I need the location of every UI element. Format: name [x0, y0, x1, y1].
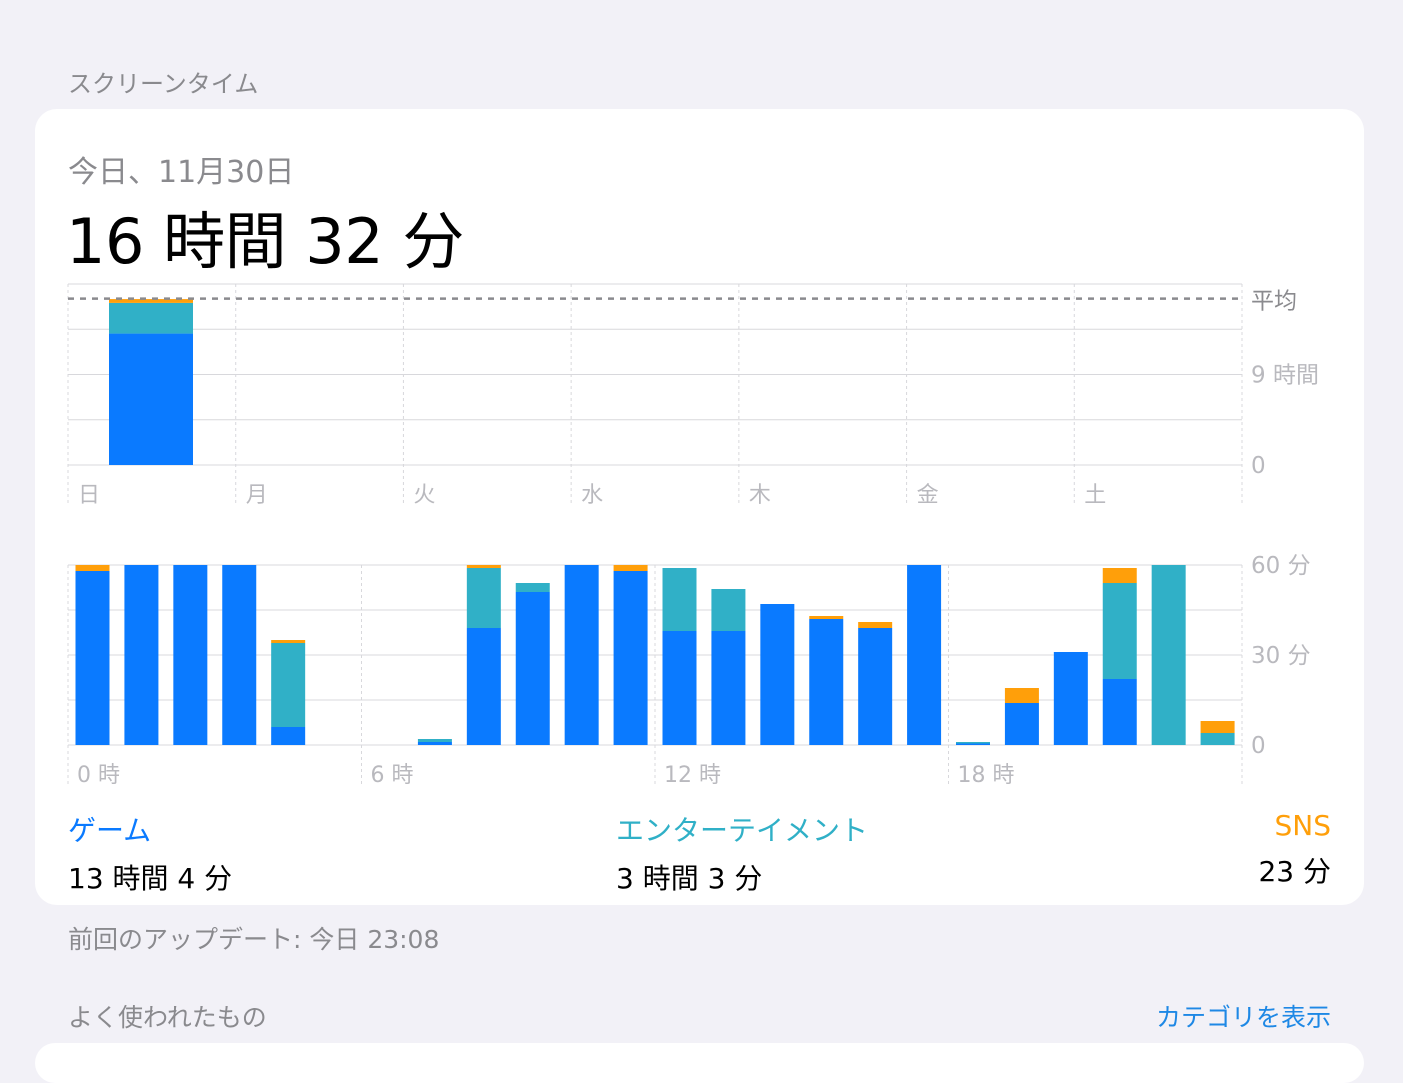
hourly-bar-16-0 [858, 628, 893, 745]
hourly-bar-0-0 [75, 571, 110, 745]
weekly-bar-0-2 [109, 299, 193, 303]
hourly-bar-8-1 [466, 568, 501, 628]
weekly-bar-0-1 [109, 302, 193, 334]
legend-game-name: ゲーム [68, 814, 152, 847]
legend-sns: SNS 23 分 [1258, 809, 1331, 890]
hourly-bar-22-1 [1151, 565, 1186, 745]
hourly-bar-23-2 [1200, 721, 1235, 733]
hourly-bar-9-0 [515, 592, 550, 745]
section-title: スクリーンタイム [68, 70, 259, 98]
hourly-bar-11-2 [613, 565, 648, 571]
weekly-day-label: 月 [246, 483, 268, 508]
legend-sns-name: SNS [1274, 809, 1332, 842]
hourly-bar-11-0 [613, 571, 648, 745]
hourly-bar-19-2 [1004, 688, 1039, 703]
hourly-bar-23-1 [1200, 733, 1235, 745]
weekly-day-label: 水 [581, 483, 603, 508]
hourly-bar-10-0 [564, 565, 599, 745]
hourly-xtick-label: 18 時 [958, 763, 1015, 788]
hourly-bar-13-0 [711, 631, 746, 745]
weekly-day-label: 土 [1084, 483, 1106, 508]
most-used-title: よく使われたもの [68, 1003, 267, 1032]
date-label: 今日、11月30日 [68, 155, 295, 190]
hourly-bar-4-1 [271, 643, 306, 727]
hourly-bar-4-2 [271, 640, 306, 643]
hourly-xtick-label: 6 時 [371, 763, 414, 788]
hourly-bar-14-0 [760, 604, 795, 745]
hourly-bar-7-0 [417, 742, 452, 745]
hourly-bar-21-1 [1102, 583, 1137, 679]
legend-game-value: 13 時間 4 分 [68, 862, 233, 895]
legend-entertainment-name: エンターテイメント [616, 814, 869, 847]
legend-game: ゲーム 13 時間 4 分 [68, 809, 232, 897]
weekly-day-label: 日 [78, 483, 100, 508]
total-time: 16 時間 32 分 [66, 205, 464, 278]
hourly-bar-2-0 [173, 565, 208, 745]
hourly-bar-7-1 [417, 739, 452, 742]
hourly-ytick-label: 0 [1251, 733, 1266, 759]
show-categories-link[interactable]: カテゴリを表示 [1155, 1003, 1331, 1032]
hourly-bar-13-1 [711, 589, 746, 631]
hourly-bar-12-1 [662, 568, 697, 631]
weekly-bar-0-0 [109, 333, 193, 465]
hourly-bar-3-0 [222, 565, 257, 745]
hourly-bar-12-0 [662, 631, 697, 745]
weekly-ytick-label: 9 時間 [1251, 363, 1319, 389]
screen-time-charts: 日 月 火 水 木 金 土 平均 0 9 時間 0 時 6 時 12 時 18 時 0 30 分 60 分 [67, 283, 1319, 788]
hourly-bar-1-0 [124, 565, 159, 745]
weekly-day-label: 金 [917, 483, 939, 508]
hourly-bar-9-1 [515, 583, 550, 592]
legend-sns-value: 23 分 [1258, 855, 1331, 888]
most-used-card[interactable] [35, 1043, 1364, 1083]
screen-time-card[interactable]: 今日、11月30日 16 時間 32 分 日 月 火 水 木 金 土 平均 0 9 時間 0 時 6 … [35, 109, 1364, 905]
weekly-day-label: 火 [413, 483, 435, 508]
hourly-bar-17-0 [907, 565, 942, 745]
hourly-bar-20-0 [1053, 652, 1088, 745]
hourly-bar-8-2 [466, 565, 501, 568]
hourly-bar-21-0 [1102, 679, 1137, 745]
hourly-bar-18-1 [956, 742, 990, 744]
hourly-bar-8-0 [466, 628, 501, 745]
hourly-xtick-label: 12 時 [664, 763, 721, 788]
hourly-bar-18-0 [956, 743, 990, 745]
hourly-bar-4-0 [271, 727, 306, 745]
hourly-xtick-label: 0 時 [77, 763, 120, 788]
legend-entertainment-value: 3 時間 3 分 [616, 862, 763, 895]
hourly-bar-15-2 [809, 616, 844, 619]
hourly-bar-21-2 [1102, 568, 1137, 583]
hourly-bar-19-0 [1004, 703, 1039, 745]
legend-entertainment: エンターテイメント 3 時間 3 分 [616, 809, 868, 897]
hourly-bar-16-2 [858, 622, 893, 628]
last-updated: 前回のアップデート: 今日 23:08 [68, 925, 440, 954]
weekly-average-label: 平均 [1251, 289, 1297, 315]
hourly-bar-0-2 [75, 565, 110, 571]
hourly-bar-15-0 [809, 619, 844, 745]
weekly-ytick-label: 0 [1251, 453, 1266, 479]
weekly-day-label: 木 [749, 483, 771, 508]
hourly-ytick-label: 60 分 [1251, 553, 1311, 579]
hourly-ytick-label: 30 分 [1251, 643, 1311, 669]
